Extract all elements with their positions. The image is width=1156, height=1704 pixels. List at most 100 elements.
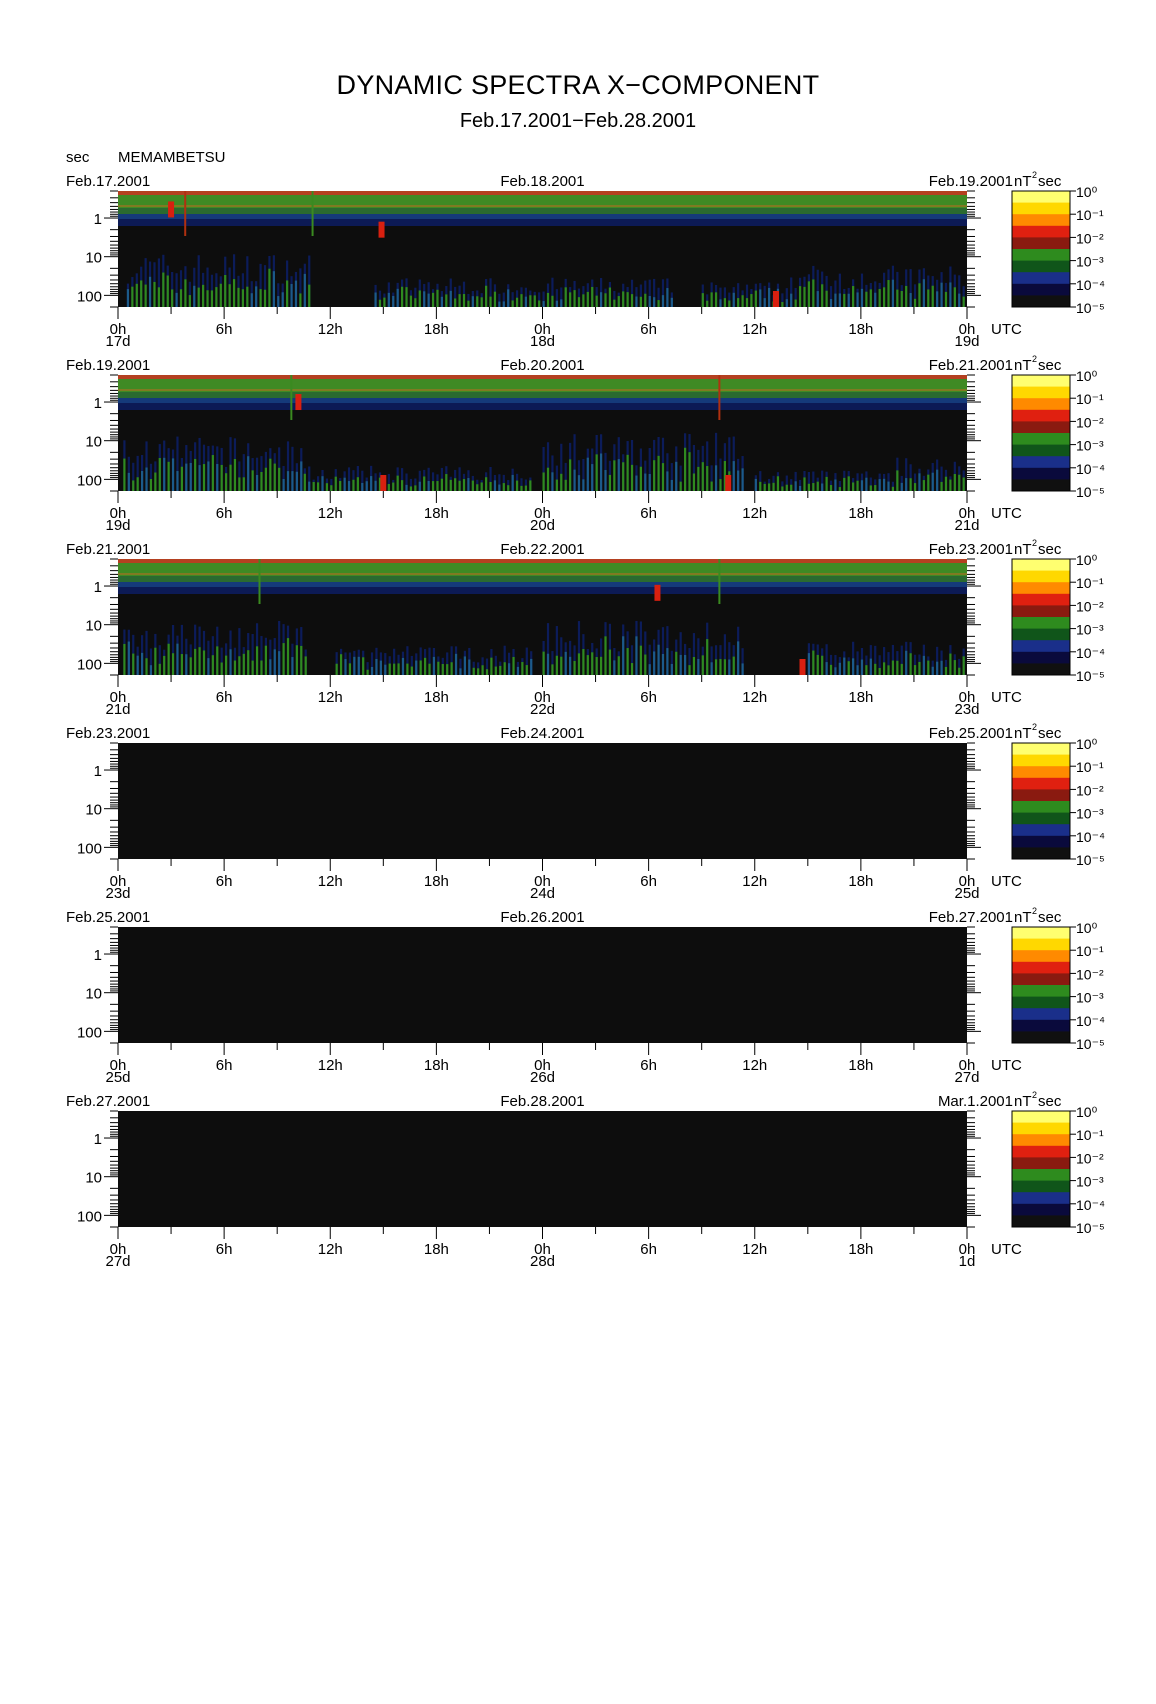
burst-green xyxy=(167,643,170,675)
burst-green xyxy=(869,485,872,491)
start-date: Feb.25.2001 xyxy=(66,909,150,926)
colorbar-unit-nt: nT xyxy=(1014,1093,1032,1110)
mid-date: Feb.22.2001 xyxy=(500,541,584,558)
burst-bg xyxy=(286,441,290,491)
day-label: 22d xyxy=(530,701,555,718)
burst-green xyxy=(657,300,660,307)
burst-green xyxy=(825,662,828,675)
burst-green xyxy=(754,290,757,307)
burst-green xyxy=(242,653,245,675)
end-date: Feb.19.2001 xyxy=(929,173,1013,190)
burst-green xyxy=(710,292,713,307)
burst-green xyxy=(175,292,178,307)
burst-bg xyxy=(542,447,545,491)
hotspot xyxy=(380,475,387,491)
burst-green xyxy=(918,661,921,675)
burst-green xyxy=(140,470,144,491)
burst-green xyxy=(812,483,815,491)
burst-green xyxy=(675,651,678,675)
burst-green xyxy=(233,660,237,675)
burst-green xyxy=(365,481,368,491)
burst-bg xyxy=(582,459,585,491)
burst-bg xyxy=(251,633,254,675)
burst-green xyxy=(225,473,228,491)
colorbar-tick-label: 10⁻¹ xyxy=(1076,575,1104,591)
burst-bg xyxy=(825,644,828,675)
colorbar-tick-label: 10⁰ xyxy=(1076,368,1098,384)
x-unit-label: UTC xyxy=(991,505,1022,522)
burst-green xyxy=(931,472,934,491)
colorbar-segment xyxy=(1012,1203,1070,1216)
burst-green xyxy=(936,291,939,307)
colorbar-unit-sq: 2 xyxy=(1032,538,1037,548)
burst-green xyxy=(418,481,421,491)
burst-green xyxy=(622,462,625,491)
burst-green xyxy=(521,662,524,675)
burst-green xyxy=(962,477,965,491)
burst-green xyxy=(781,302,784,307)
colorbar-segment xyxy=(1012,605,1070,618)
burst-green xyxy=(467,478,470,491)
burst-green xyxy=(962,296,965,307)
burst-green xyxy=(290,283,293,307)
burst-bg xyxy=(913,284,917,307)
colorbar-unit-sq: 2 xyxy=(1032,1090,1037,1100)
burst-green xyxy=(732,656,735,675)
burst-green xyxy=(644,654,647,675)
colorbar-tick-label: 10⁰ xyxy=(1076,552,1098,568)
burst-green xyxy=(586,291,589,307)
burst-green xyxy=(423,291,426,307)
burst-green xyxy=(586,655,589,675)
burst-bg xyxy=(308,466,311,491)
spectrogram-data xyxy=(118,191,967,307)
colorbar-segment xyxy=(1012,202,1070,215)
burst-bg xyxy=(555,626,558,675)
x-tick-label: 0h xyxy=(534,505,551,522)
burst-green xyxy=(949,479,952,491)
burst-green xyxy=(807,483,811,491)
burst-green xyxy=(639,645,642,675)
burst-green xyxy=(428,663,431,675)
burst-green xyxy=(163,655,166,675)
burst-bg xyxy=(485,658,489,675)
x-tick-label: 0h xyxy=(959,873,976,890)
burst-green xyxy=(847,661,850,675)
burst-bg xyxy=(446,652,449,675)
burst-bg xyxy=(414,287,417,307)
burst-bg xyxy=(688,647,691,675)
burst-green xyxy=(613,660,616,675)
burst-bg xyxy=(790,277,793,307)
burst-green xyxy=(144,284,147,307)
y-tick-label: 1 xyxy=(94,579,102,596)
burst-green xyxy=(940,660,943,675)
burst-green xyxy=(153,281,156,307)
burst-green xyxy=(247,650,250,675)
colorbar-tick-label: 10⁻² xyxy=(1076,230,1104,246)
colorbar-unit-sq: 2 xyxy=(1032,722,1037,732)
burst-bg xyxy=(524,479,528,491)
burst-green xyxy=(630,663,634,675)
burst-green xyxy=(485,477,488,491)
y-axis: 1 10 100 xyxy=(77,926,981,1044)
burst-green xyxy=(564,651,567,675)
day-label: 26d xyxy=(530,1069,555,1086)
burst-green xyxy=(193,285,196,307)
colorbar-unit-sq: 2 xyxy=(1032,170,1037,180)
burst-bg xyxy=(648,644,651,675)
burst-bg xyxy=(546,442,550,491)
burst-green xyxy=(821,483,824,491)
x-tick-label: 0h xyxy=(534,873,551,890)
burst-bg xyxy=(630,279,634,307)
burst-green xyxy=(197,287,200,307)
mid-date: Feb.26.2001 xyxy=(500,909,584,926)
burst-bg xyxy=(197,255,200,307)
colorbar-segment xyxy=(1012,663,1070,676)
y-tick-label: 100 xyxy=(77,656,102,673)
x-tick-label: 12h xyxy=(318,505,343,522)
x-axis: 0h 6h 12h 18h 0h 6h 12h 18h 0h UTC 27d 28d 1d xyxy=(105,1227,1022,1270)
burst-green xyxy=(586,457,589,491)
burst-green xyxy=(471,296,474,307)
burst-green xyxy=(829,664,833,675)
burst-green xyxy=(264,467,268,491)
colorbar-segment xyxy=(1012,927,1070,940)
